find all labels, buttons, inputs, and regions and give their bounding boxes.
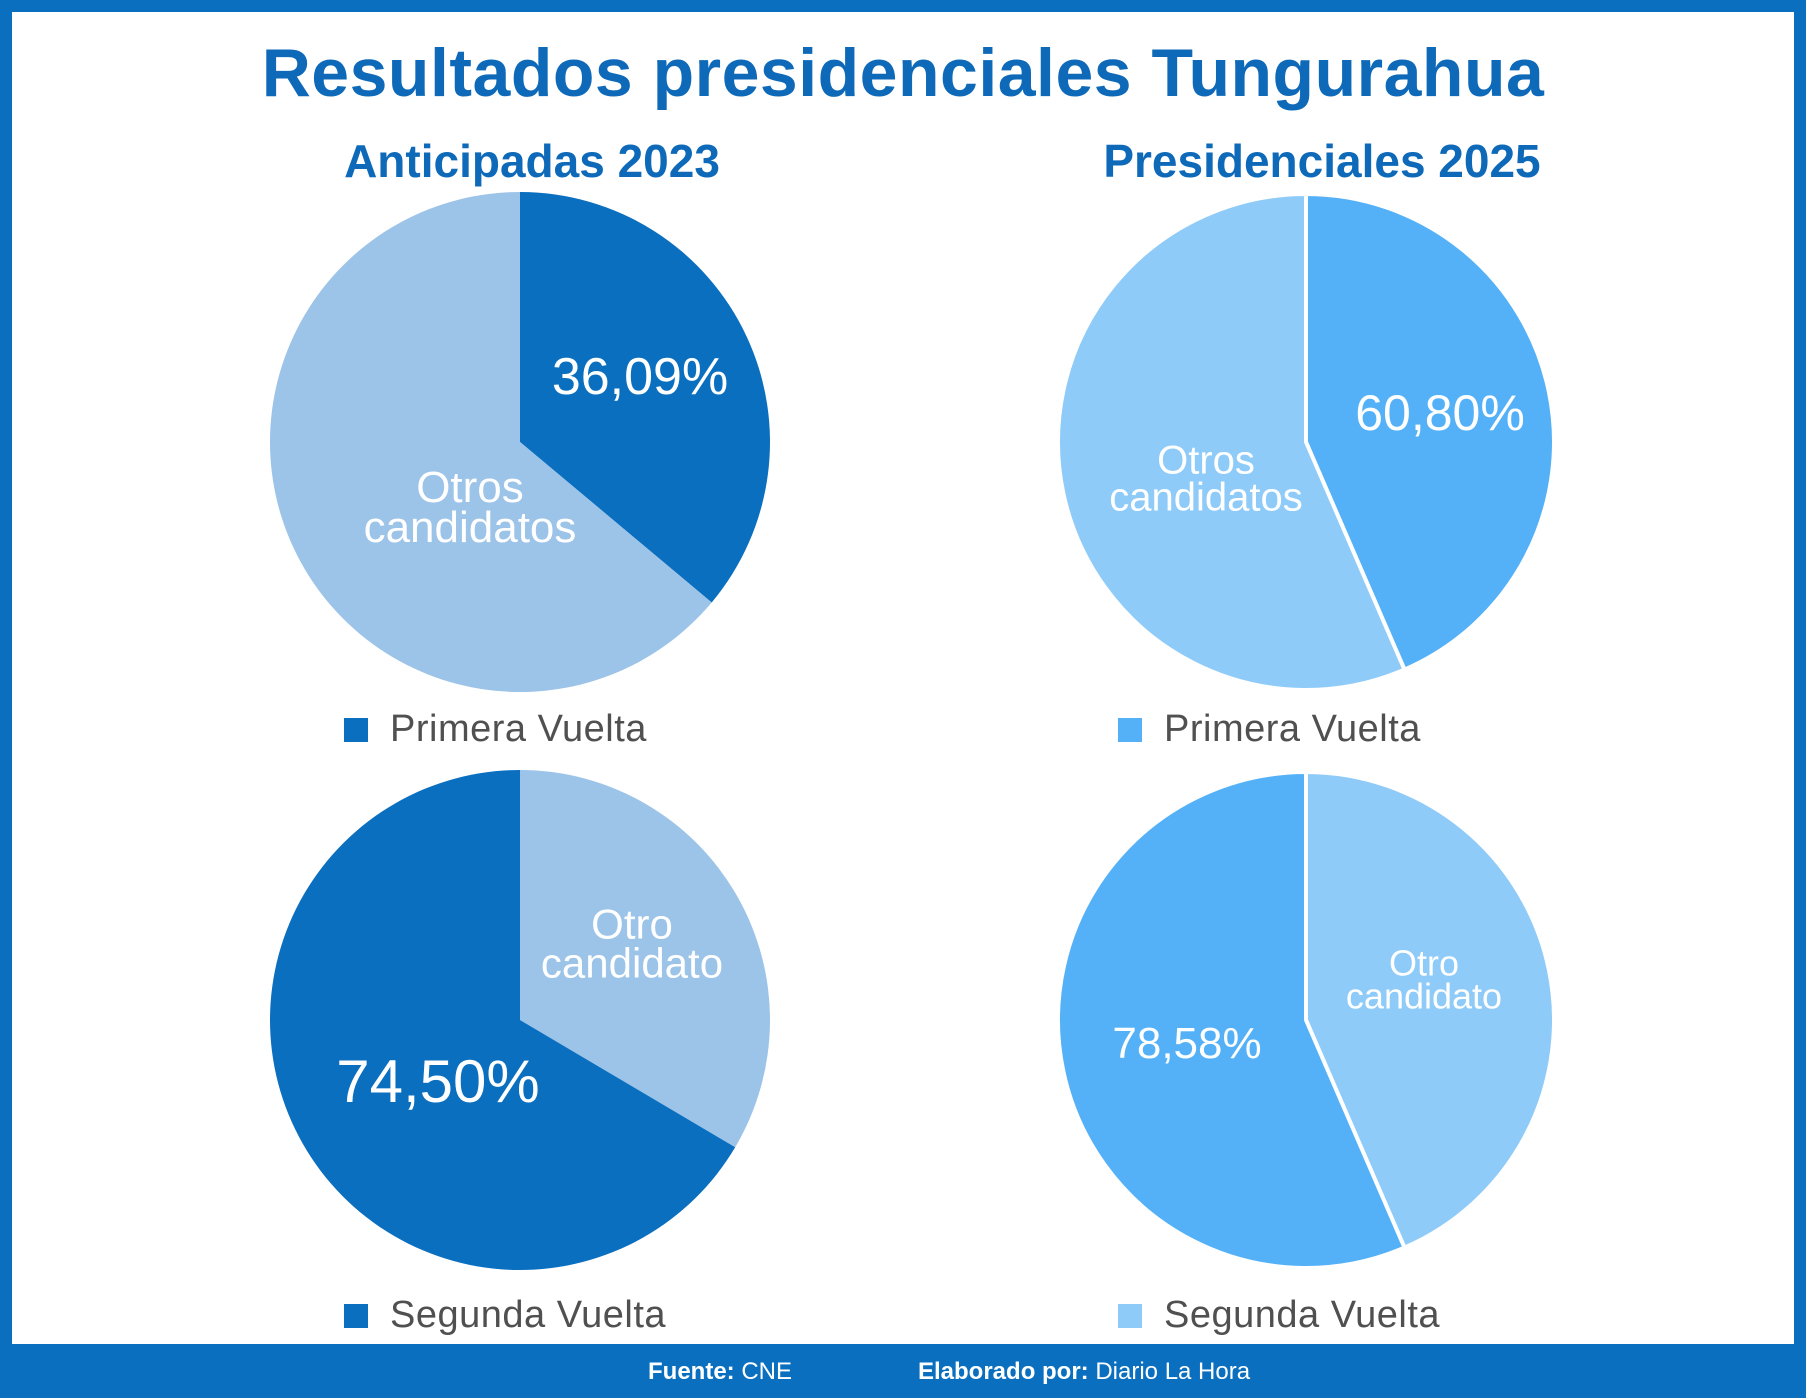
- legend-swatch: [1118, 717, 1142, 742]
- pie-slice: [270, 770, 736, 1270]
- pie-slice-label: Otros candidatos: [1109, 439, 1302, 520]
- legend-2023-first-round: Primera Vuelta: [344, 708, 647, 751]
- footer-source-value: CNE: [741, 1358, 793, 1385]
- legend-swatch: [344, 717, 368, 742]
- pie-charts: 36,09% Otros candidatos 60,80% Otros candidat…: [270, 191, 1556, 1270]
- footer-source: Fuente: CNE: [648, 1358, 792, 1386]
- legend-2025-second-round: Segunda Vuelta: [1118, 1294, 1440, 1337]
- pie-slice-label: Otro candidato: [541, 901, 723, 987]
- pie-slice: [1056, 191, 1408, 692]
- pie-slice-label: 60,80%: [1355, 385, 1525, 441]
- footer-credit-value: Diario La Hora: [1095, 1358, 1251, 1385]
- footer-credit-label: Elaborado por:: [918, 1358, 1089, 1385]
- page-title: Resultados presidenciales Tungurahua: [261, 35, 1545, 111]
- legend-label: Segunda Vuelta: [390, 1294, 667, 1336]
- pie-slice: [1304, 191, 1556, 673]
- subtitle-2023: Anticipadas 2023: [344, 135, 720, 187]
- legend-label: Primera Vuelta: [390, 708, 647, 750]
- footer-credit: Elaborado por: Diario La Hora: [918, 1358, 1250, 1386]
- chart-frame: Resultados presidenciales Tungurahua Ant…: [12, 12, 1794, 1344]
- pie-slice-label: 78,58%: [1112, 1019, 1261, 1068]
- pie-slice-label: Otros candidatos: [364, 463, 577, 552]
- legend-label: Primera Vuelta: [1164, 708, 1421, 750]
- pie-slice: [1055, 769, 1408, 1270]
- legend-swatch: [344, 1303, 368, 1328]
- legend-2023-second-round: Segunda Vuelta: [344, 1294, 666, 1337]
- pie-slice-label: 36,09%: [552, 348, 728, 406]
- pie-slice: [520, 192, 771, 603]
- footer-source-label: Fuente:: [648, 1358, 735, 1385]
- legend-2025-first-round: Primera Vuelta: [1118, 708, 1421, 751]
- legend-swatch: [1118, 1303, 1142, 1328]
- subtitle-2025: Presidenciales 2025: [1103, 135, 1541, 187]
- pie-slice-label: 74,50%: [336, 1048, 540, 1115]
- pie-slice-label: Otro candidato: [1346, 942, 1502, 1016]
- pie-slice: [270, 192, 712, 692]
- pie-slice: [520, 770, 770, 1148]
- legend-label: Segunda Vuelta: [1164, 1294, 1441, 1336]
- footer: Fuente: CNE Elaborado por: Diario La Hor…: [0, 1350, 1806, 1398]
- pie-slice: [1304, 769, 1556, 1251]
